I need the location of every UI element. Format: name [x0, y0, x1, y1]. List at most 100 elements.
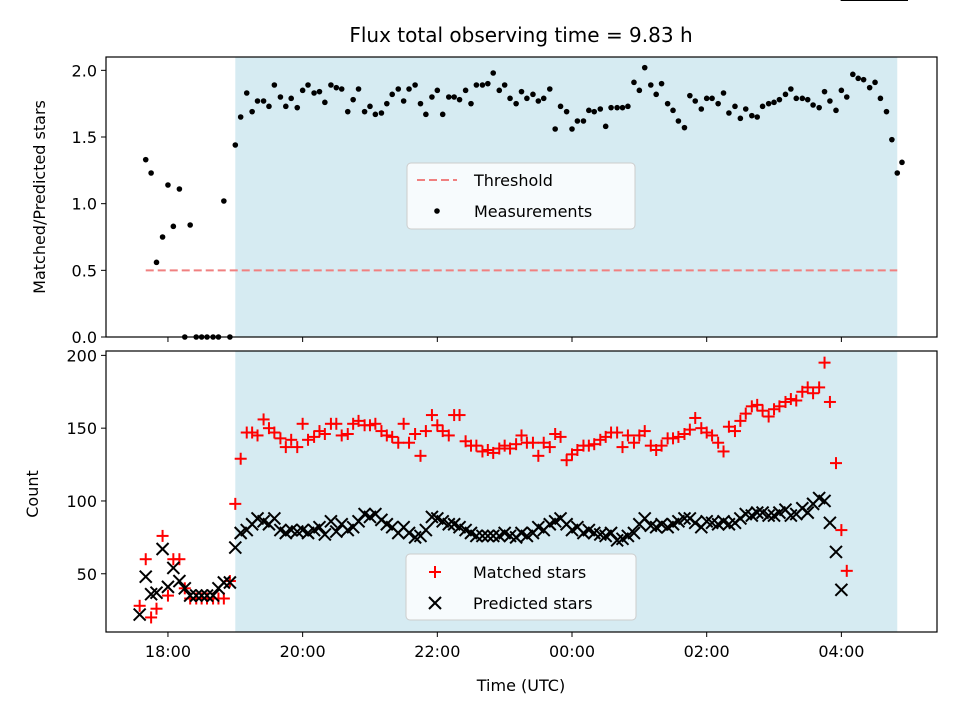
matched-star-point — [745, 400, 758, 413]
matched-star-point — [279, 441, 292, 454]
count-x-axis: 18:00 20:00 22:00 00:00 02:00 04:00 — [145, 632, 864, 661]
predicted-star-point — [800, 505, 815, 520]
legend-measurement-swatch — [434, 208, 440, 214]
measurement-point — [451, 94, 457, 100]
matched-star-point — [683, 423, 696, 436]
matched-star-point — [722, 420, 735, 433]
measurement-point — [591, 108, 598, 115]
matched-star-point — [313, 425, 326, 438]
predicted-star-point — [217, 575, 231, 590]
predicted-star-point — [206, 588, 220, 603]
matched-star-point — [397, 417, 410, 430]
matched-star-point — [779, 395, 792, 408]
measurement-point — [742, 106, 749, 112]
matched-star-point — [380, 429, 393, 442]
measurement-point — [417, 100, 424, 107]
measurement-point — [468, 100, 474, 107]
matched-star-point — [291, 441, 304, 454]
measurement-point — [810, 102, 816, 108]
matched-star-point — [616, 441, 629, 454]
matched-star-point — [493, 442, 506, 455]
matched-star-point — [335, 429, 348, 442]
matched-star-point — [790, 394, 803, 407]
matched-star-point — [515, 429, 528, 442]
count-frame — [105, 350, 938, 633]
matched-star-point — [504, 442, 517, 455]
count-y-label: Count — [23, 470, 42, 518]
measurement-point — [653, 91, 659, 98]
measurement-point — [243, 90, 250, 96]
measurement-point — [490, 70, 497, 76]
matched-star-point — [296, 417, 309, 430]
measurement-point — [889, 136, 895, 143]
measurement-point — [860, 76, 867, 83]
predicted-star-point — [267, 511, 282, 526]
measurement-point — [816, 104, 822, 111]
measurement-point — [439, 111, 446, 118]
measurement-point — [557, 103, 564, 110]
matched-star-point — [285, 433, 298, 446]
matched-star-point — [773, 400, 786, 413]
matched-star-point — [510, 438, 523, 451]
predicted-star-point — [688, 516, 702, 530]
predicted-star-point — [166, 561, 181, 575]
measurement-point — [412, 82, 418, 88]
measurement-point — [540, 95, 547, 102]
matched-star-point — [487, 446, 500, 459]
count-legend-box — [405, 553, 637, 621]
matched-stars-points — [133, 0, 908, 624]
measurement-point — [681, 124, 688, 131]
measurement-point — [271, 82, 278, 88]
matched-star-point — [712, 436, 725, 449]
matched-star-point — [150, 602, 163, 615]
matched-star-point — [476, 445, 489, 458]
measurement-point — [507, 95, 513, 102]
measurement-point — [625, 103, 631, 110]
matched-star-point — [498, 439, 511, 452]
measurement-point — [395, 86, 402, 92]
ratio-y-tick-label: 2.0 — [72, 61, 97, 80]
measurement-point — [328, 82, 334, 88]
measurement-point — [232, 142, 239, 148]
predicted-star-point — [228, 540, 243, 555]
predicted-star-point — [189, 588, 203, 603]
measurement-point — [619, 104, 626, 111]
predicted-star-point — [442, 517, 456, 531]
predicted-stars-points — [132, 0, 908, 622]
predicted-star-point — [750, 505, 764, 520]
matched-star-point — [419, 425, 432, 438]
measurement-point — [237, 114, 244, 120]
matched-star-point — [717, 445, 730, 458]
matched-star-point — [431, 419, 444, 432]
predicted-star-point — [823, 516, 837, 530]
measurement-point — [843, 94, 850, 100]
measurement-point — [249, 108, 255, 115]
ratio-panel: 0.00.51.01.52.0 Matched/Predicted stars … — [30, 56, 938, 347]
predicted-star-point — [475, 529, 490, 543]
predicted-star-point — [324, 514, 338, 529]
x-axis-label: Time (UTC) — [476, 676, 565, 695]
legend-matched-swatch — [429, 566, 441, 578]
matched-star-point — [655, 439, 668, 452]
measurement-point — [530, 91, 536, 98]
count-y-tick-label: 100 — [66, 492, 97, 511]
legend-measurement-label: Measurements — [474, 202, 592, 221]
matched-star-point — [829, 457, 842, 470]
measurement-point — [462, 87, 469, 94]
matched-star-point — [318, 427, 331, 440]
matched-star-point — [409, 427, 422, 440]
predicted-star-point — [481, 529, 495, 543]
ratio-y-tick-label: 0.5 — [72, 261, 97, 280]
measurement-point — [821, 88, 828, 95]
measurement-point — [586, 107, 592, 114]
ratio-y-tick-label: 0.0 — [72, 328, 97, 347]
matched-star-point — [560, 454, 573, 467]
matched-star-point — [234, 452, 247, 465]
measurement-point — [384, 100, 390, 107]
measurement-point — [546, 86, 553, 92]
predicted-star-point — [194, 588, 209, 603]
predicted-star-point — [312, 520, 327, 534]
count-y-axis: 50 100 150 200 — [66, 346, 106, 584]
matched-star-point — [700, 426, 713, 439]
measurement-point — [636, 87, 643, 94]
